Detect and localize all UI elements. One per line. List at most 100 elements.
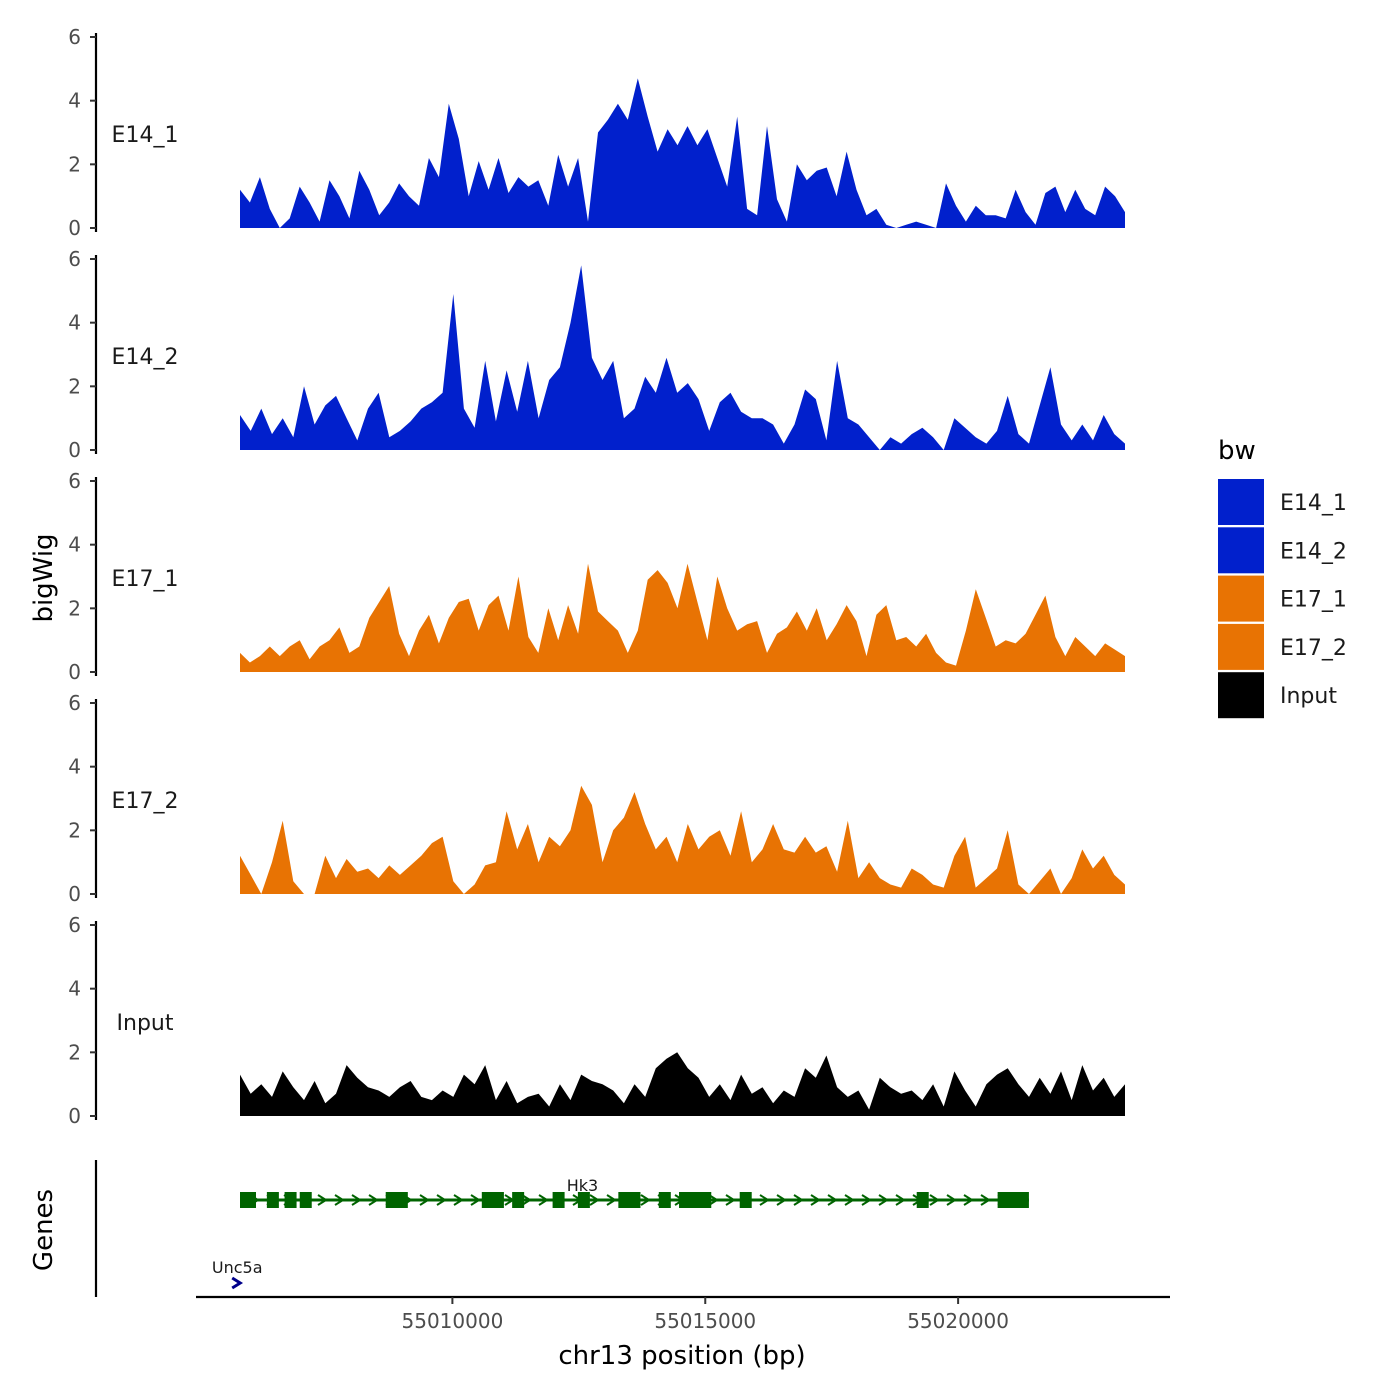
x-axis-title: chr13 position (bp) [558, 1341, 805, 1371]
y-tick-label-e14-2-4: 4 [68, 311, 81, 335]
exon [916, 1192, 929, 1208]
gene-track: Hk3 Unc5a [94, 1160, 1029, 1297]
y-tick-label-e14-1-0: 0 [68, 216, 81, 240]
strand-arrow [980, 1194, 991, 1206]
strand-arrow [708, 1194, 719, 1206]
gene-hk3: Hk3 [240, 1176, 1029, 1208]
signal-area-e17-2 [240, 785, 1125, 894]
genes-axis-title: Genes [29, 1189, 59, 1271]
legend-key-e17-1 [1218, 575, 1264, 622]
strand-arrow [351, 1194, 362, 1206]
exon [266, 1192, 279, 1208]
strand-arrow [317, 1194, 328, 1206]
y-tick-label-e17-2-4: 4 [68, 755, 81, 779]
strand-arrow [606, 1194, 617, 1206]
legend-label-e14-2: E14_2 [1280, 539, 1347, 564]
y-tick-label-e17-1-2: 2 [68, 596, 81, 620]
signal-area-e14-2 [240, 265, 1125, 450]
strand-arrow [334, 1194, 345, 1206]
signal-area-e14-1 [240, 78, 1125, 229]
exon [658, 1192, 671, 1208]
exon [628, 1192, 641, 1208]
y-axis-title: bigWig [29, 533, 59, 622]
strand-arrow [844, 1194, 855, 1206]
strand-arrow [861, 1194, 872, 1206]
exon [577, 1192, 590, 1208]
track-label-e17-2: E17_2 [112, 789, 179, 814]
y-tick-label-e17-1-4: 4 [68, 533, 81, 557]
legend-key-e14-2 [1218, 527, 1264, 574]
y-tick-label-e14-1-2: 2 [68, 152, 81, 176]
exon [491, 1192, 504, 1208]
exon [998, 1192, 1029, 1208]
y-tick-label-input-0: 0 [68, 1104, 81, 1128]
strand-arrow [895, 1194, 906, 1206]
x-tick-label-55020000: 55020000 [907, 1309, 1009, 1333]
strand-arrow [589, 1194, 600, 1206]
exon [481, 1192, 494, 1208]
y-tick-label-input-4: 4 [68, 977, 81, 1001]
strand-arrow [759, 1194, 770, 1206]
exon [679, 1192, 692, 1208]
track-input: 0 2 4 6 Input [68, 913, 1125, 1128]
strand-arrow [419, 1194, 430, 1206]
legend-label-input: Input [1280, 684, 1337, 709]
legend-title: bw [1218, 436, 1256, 466]
strand-arrow [453, 1194, 464, 1206]
signal-area-input [240, 1052, 1125, 1116]
y-tick-label-e14-2-6: 6 [68, 247, 81, 271]
exon [512, 1192, 525, 1208]
legend-label-e17-1: E17_1 [1280, 588, 1347, 613]
track-label-e14-2: E14_2 [112, 345, 179, 370]
legend-key-e17-2 [1218, 623, 1264, 670]
y-tick-label-e17-1-0: 0 [68, 660, 81, 684]
y-tick-label-e14-1-4: 4 [68, 89, 81, 113]
strand-arrow [827, 1194, 838, 1206]
strand-arrow [436, 1194, 447, 1206]
y-tick-label-e14-1-6: 6 [68, 25, 81, 49]
y-tick-label-e17-2-2: 2 [68, 818, 81, 842]
strand-arrow [810, 1194, 821, 1206]
strand-arrow [521, 1194, 532, 1206]
strand-arrow [776, 1194, 787, 1206]
track-label-e17-1: E17_1 [112, 567, 179, 592]
bigwig-tracks: 0 2 4 6 E14_1 0 2 4 6 E14_2 0 2 4 6 E17_1 0 2 4 6 E17_2 0 2 4 6… [68, 25, 1125, 1128]
gene-label-unc5a: Unc5a [212, 1258, 263, 1277]
track-e17-2: 0 2 4 6 E17_2 [68, 691, 1125, 906]
exon [689, 1192, 702, 1208]
x-tick-label-55010000: 55010000 [402, 1309, 504, 1333]
track-e14-1: 0 2 4 6 E14_1 [68, 25, 1125, 240]
exon [699, 1192, 712, 1208]
y-tick-label-input-6: 6 [68, 913, 81, 937]
exon [395, 1192, 408, 1208]
gene-label-hk3: Hk3 [567, 1176, 598, 1195]
legend-key-input [1218, 672, 1264, 719]
strand-arrow [725, 1194, 736, 1206]
strand-arrow [793, 1194, 804, 1206]
legend-label-e14-1: E14_1 [1280, 491, 1347, 516]
legend: bw E14_1 E14_2 E17_1 E17_2 Input [1218, 436, 1347, 719]
strand-arrow [470, 1194, 481, 1206]
track-e14-2: 0 2 4 6 E14_2 [68, 247, 1125, 462]
exon [552, 1192, 565, 1208]
exon [299, 1192, 312, 1208]
legend-label-e17-2: E17_2 [1280, 636, 1347, 661]
x-tick-label-55015000: 55015000 [654, 1309, 756, 1333]
strand-arrow [946, 1194, 957, 1206]
track-e17-1: 0 2 4 6 E17_1 [68, 469, 1125, 684]
gene-unc5a: Unc5a [212, 1258, 263, 1290]
y-tick-label-e14-2-2: 2 [68, 374, 81, 398]
exon [284, 1192, 297, 1208]
y-tick-label-e17-2-6: 6 [68, 691, 81, 715]
strand-arrow [963, 1194, 974, 1206]
strand-arrow [368, 1194, 379, 1206]
strand-arrow [878, 1194, 889, 1206]
gene-body-unc5a [231, 1276, 244, 1290]
strand-arrow [640, 1194, 651, 1206]
exon [240, 1192, 256, 1208]
y-tick-label-input-2: 2 [68, 1040, 81, 1064]
strand-arrow [538, 1194, 549, 1206]
exon [618, 1192, 631, 1208]
y-tick-label-e17-1-6: 6 [68, 469, 81, 493]
